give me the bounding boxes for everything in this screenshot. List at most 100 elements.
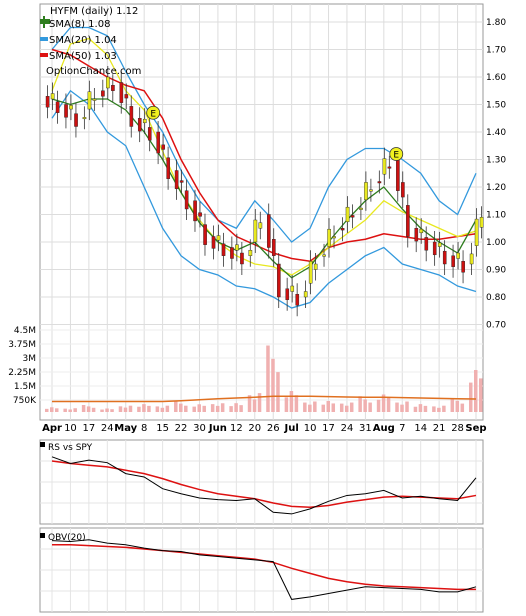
volume-bar: [400, 404, 404, 412]
volume-bar: [257, 393, 262, 412]
volume-bar: [142, 404, 146, 412]
volume-bar: [128, 405, 133, 412]
x-tick-19: 7: [399, 423, 405, 434]
rs-average-line: [51, 460, 477, 508]
legend-sma20-label: SMA(20) 1.04: [49, 35, 117, 46]
candle-body: [240, 252, 244, 265]
sma8-line: [51, 98, 477, 279]
candle-body: [303, 291, 308, 298]
volume-bar: [68, 409, 72, 412]
candle-body: [156, 131, 161, 154]
price-tick-7: 1.10: [486, 211, 506, 221]
volume-bar: [229, 406, 233, 412]
price-tick-5: 1.30: [486, 156, 506, 166]
vol-tick-2: 3M: [23, 354, 37, 364]
volume-bar: [339, 403, 344, 412]
candle-body: [332, 236, 336, 239]
price-tick-8: 1.00: [486, 238, 506, 248]
volume-bar: [294, 395, 299, 412]
volume-bar: [344, 405, 349, 412]
candle-body: [295, 294, 300, 306]
volume-bar: [184, 405, 188, 412]
price-tick-3: 1.50: [486, 101, 506, 111]
watermark: OptionChance.com: [46, 66, 141, 77]
earnings-marker-label-0: E: [150, 109, 156, 119]
candle-body: [64, 104, 68, 118]
price-tick-0: 1.80: [486, 18, 506, 28]
price-tick-2: 1.60: [486, 73, 506, 83]
volume-bar: [123, 407, 128, 412]
volume-bar: [202, 405, 206, 412]
volume-bar: [437, 407, 441, 412]
volume-average-line: [52, 395, 477, 403]
x-tick-20: 14: [414, 423, 427, 434]
candle-body: [308, 261, 313, 284]
bollinger-upper-line: [51, 26, 477, 243]
legend-sma8-label: SMA(8) 1.08: [49, 19, 110, 30]
volume-bar: [271, 358, 275, 412]
candle-body: [432, 241, 437, 256]
candle-body: [216, 235, 221, 241]
volume-bar: [55, 408, 59, 412]
candle-body: [461, 261, 465, 273]
x-tick-1: 10: [64, 423, 77, 434]
volume-bar: [349, 402, 354, 412]
candle-body: [124, 94, 129, 99]
candle-body: [437, 242, 442, 247]
candle-body: [166, 157, 171, 179]
rs-grid: [40, 440, 483, 524]
volume-bar: [252, 399, 257, 412]
x-tick-8: 30: [193, 423, 206, 434]
candle-body: [359, 207, 363, 210]
x-tick-16: 24: [341, 423, 354, 434]
candle-body: [174, 170, 179, 190]
x-tick-12: 26: [267, 423, 280, 434]
volume-bars: [45, 345, 483, 412]
x-tick-0: Apr: [42, 423, 62, 434]
candle-body: [267, 214, 271, 248]
candle-body: [377, 181, 382, 184]
volume-bar: [289, 391, 294, 412]
x-tick-13: Jul: [284, 423, 299, 434]
volume-bar: [386, 398, 391, 412]
candle-body: [340, 228, 345, 231]
volume-bar: [460, 403, 465, 412]
volume-bar: [73, 408, 77, 412]
volume-bar: [303, 402, 307, 412]
price-grid: [40, 4, 483, 420]
x-tick-6: 15: [156, 423, 169, 434]
rs-lines: [51, 456, 477, 515]
candle-body: [401, 182, 405, 198]
candle-body: [50, 93, 55, 100]
volume-bar: [155, 406, 160, 412]
volume-bar: [442, 405, 446, 412]
candle-body: [419, 228, 424, 234]
candle-body: [387, 166, 392, 169]
volume-bar: [276, 372, 280, 412]
candle-body: [74, 113, 78, 127]
volume-bar: [363, 399, 367, 412]
obv-legend: OBV(20): [40, 533, 86, 543]
obv-line: [51, 539, 477, 600]
volume-bar: [174, 401, 178, 412]
x-tick-9: Jun: [208, 423, 227, 434]
candle-body: [258, 222, 263, 229]
candle-body: [92, 98, 97, 101]
volume-bar: [381, 394, 386, 412]
chart-title: HYFM (daily) 1.12: [50, 6, 138, 17]
candle-body: [179, 180, 184, 183]
legend-sma50-label: SMA(50) 1.03: [49, 51, 117, 62]
volume-bar: [91, 407, 96, 412]
candle-body: [396, 159, 400, 191]
vol-tick-3: 2.25M: [8, 368, 36, 378]
candle-body: [290, 285, 295, 292]
earnings-marker-1: [389, 147, 404, 161]
candle-body: [82, 117, 87, 120]
volume-bar: [220, 403, 225, 412]
candle-body: [193, 200, 197, 222]
volume-bar: [63, 408, 67, 412]
candle-body: [248, 250, 253, 256]
earnings-markers: EE: [146, 105, 404, 161]
vol-tick-0: 4.5M: [14, 326, 36, 336]
